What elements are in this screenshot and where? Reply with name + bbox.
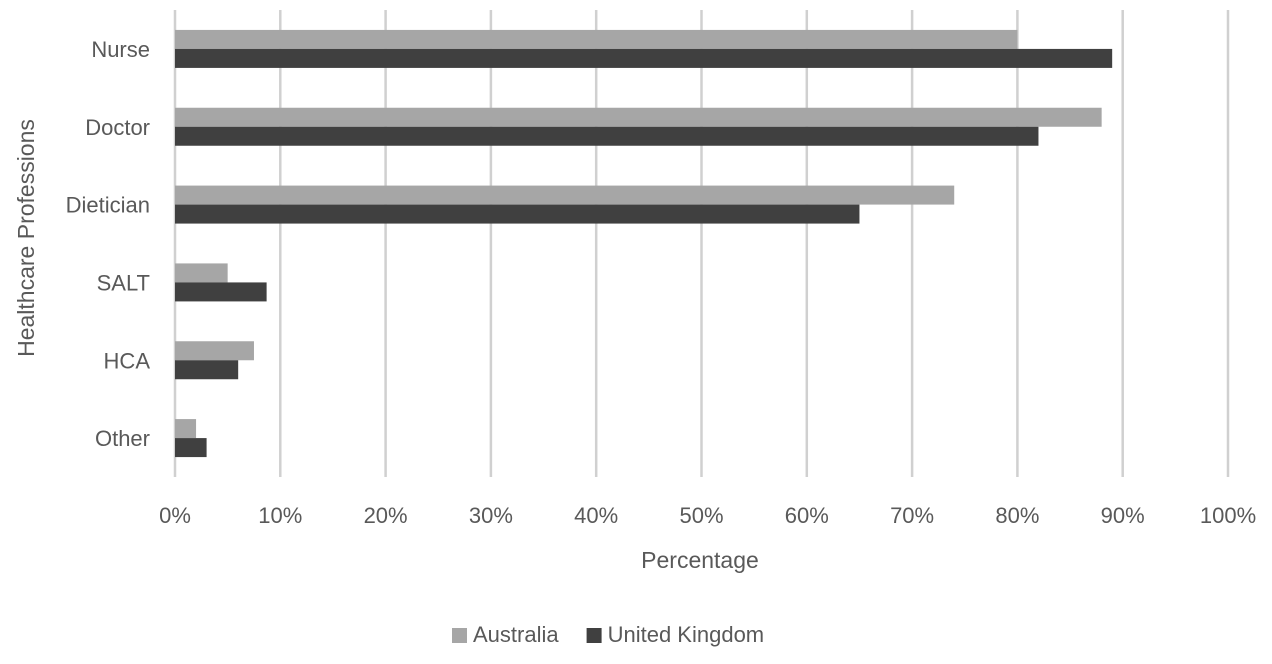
legend-label: Australia bbox=[473, 622, 559, 647]
category-label: HCA bbox=[104, 348, 151, 373]
x-axis-title: Percentage bbox=[641, 547, 759, 573]
bar-australia-salt bbox=[175, 263, 228, 283]
legend: Australia United Kingdom bbox=[452, 622, 764, 647]
x-tick-label: 40% bbox=[574, 503, 618, 528]
bar-united-kingdom-dietician bbox=[175, 204, 860, 224]
category-label: Dietician bbox=[66, 193, 150, 218]
bar-united-kingdom-doctor bbox=[175, 126, 1039, 146]
category-label: SALT bbox=[97, 270, 150, 295]
category-label: Nurse bbox=[91, 37, 150, 62]
x-tick-label: 10% bbox=[258, 503, 302, 528]
bar-australia-hca bbox=[175, 341, 254, 361]
bar-united-kingdom-nurse bbox=[175, 48, 1113, 68]
bar-united-kingdom-hca bbox=[175, 360, 239, 380]
bar-australia-doctor bbox=[175, 107, 1102, 127]
category-labels: Nurse Doctor Dietician SALT HCA Other bbox=[66, 37, 151, 451]
x-tick-label: 80% bbox=[995, 503, 1039, 528]
x-tick-label: 90% bbox=[1101, 503, 1145, 528]
bar-united-kingdom-other bbox=[175, 438, 207, 458]
x-tick-label: 60% bbox=[785, 503, 829, 528]
bar-australia-other bbox=[175, 419, 197, 439]
x-tick-label: 0% bbox=[159, 503, 191, 528]
legend-swatch bbox=[586, 628, 602, 643]
category-label: Other bbox=[95, 426, 150, 451]
x-tick-label: 50% bbox=[679, 503, 723, 528]
legend-swatch bbox=[452, 628, 467, 643]
bars bbox=[175, 29, 1113, 458]
bar-united-kingdom-salt bbox=[175, 282, 267, 302]
gridlines bbox=[173, 10, 1230, 477]
x-tick-label: 100% bbox=[1200, 503, 1256, 528]
x-tick-label: 20% bbox=[364, 503, 408, 528]
legend-label: United Kingdom bbox=[608, 622, 765, 647]
y-axis-title: Healthcare Professions bbox=[13, 119, 39, 357]
x-tick-labels: 0% 10% 20% 30% 40% 50% 60% 70% 80% 90% 100% bbox=[159, 503, 1256, 528]
bar-australia-nurse bbox=[175, 29, 1018, 49]
x-tick-label: 30% bbox=[469, 503, 513, 528]
category-label: Doctor bbox=[85, 115, 150, 140]
x-tick-label: 70% bbox=[890, 503, 934, 528]
bar-australia-dietician bbox=[175, 185, 955, 205]
